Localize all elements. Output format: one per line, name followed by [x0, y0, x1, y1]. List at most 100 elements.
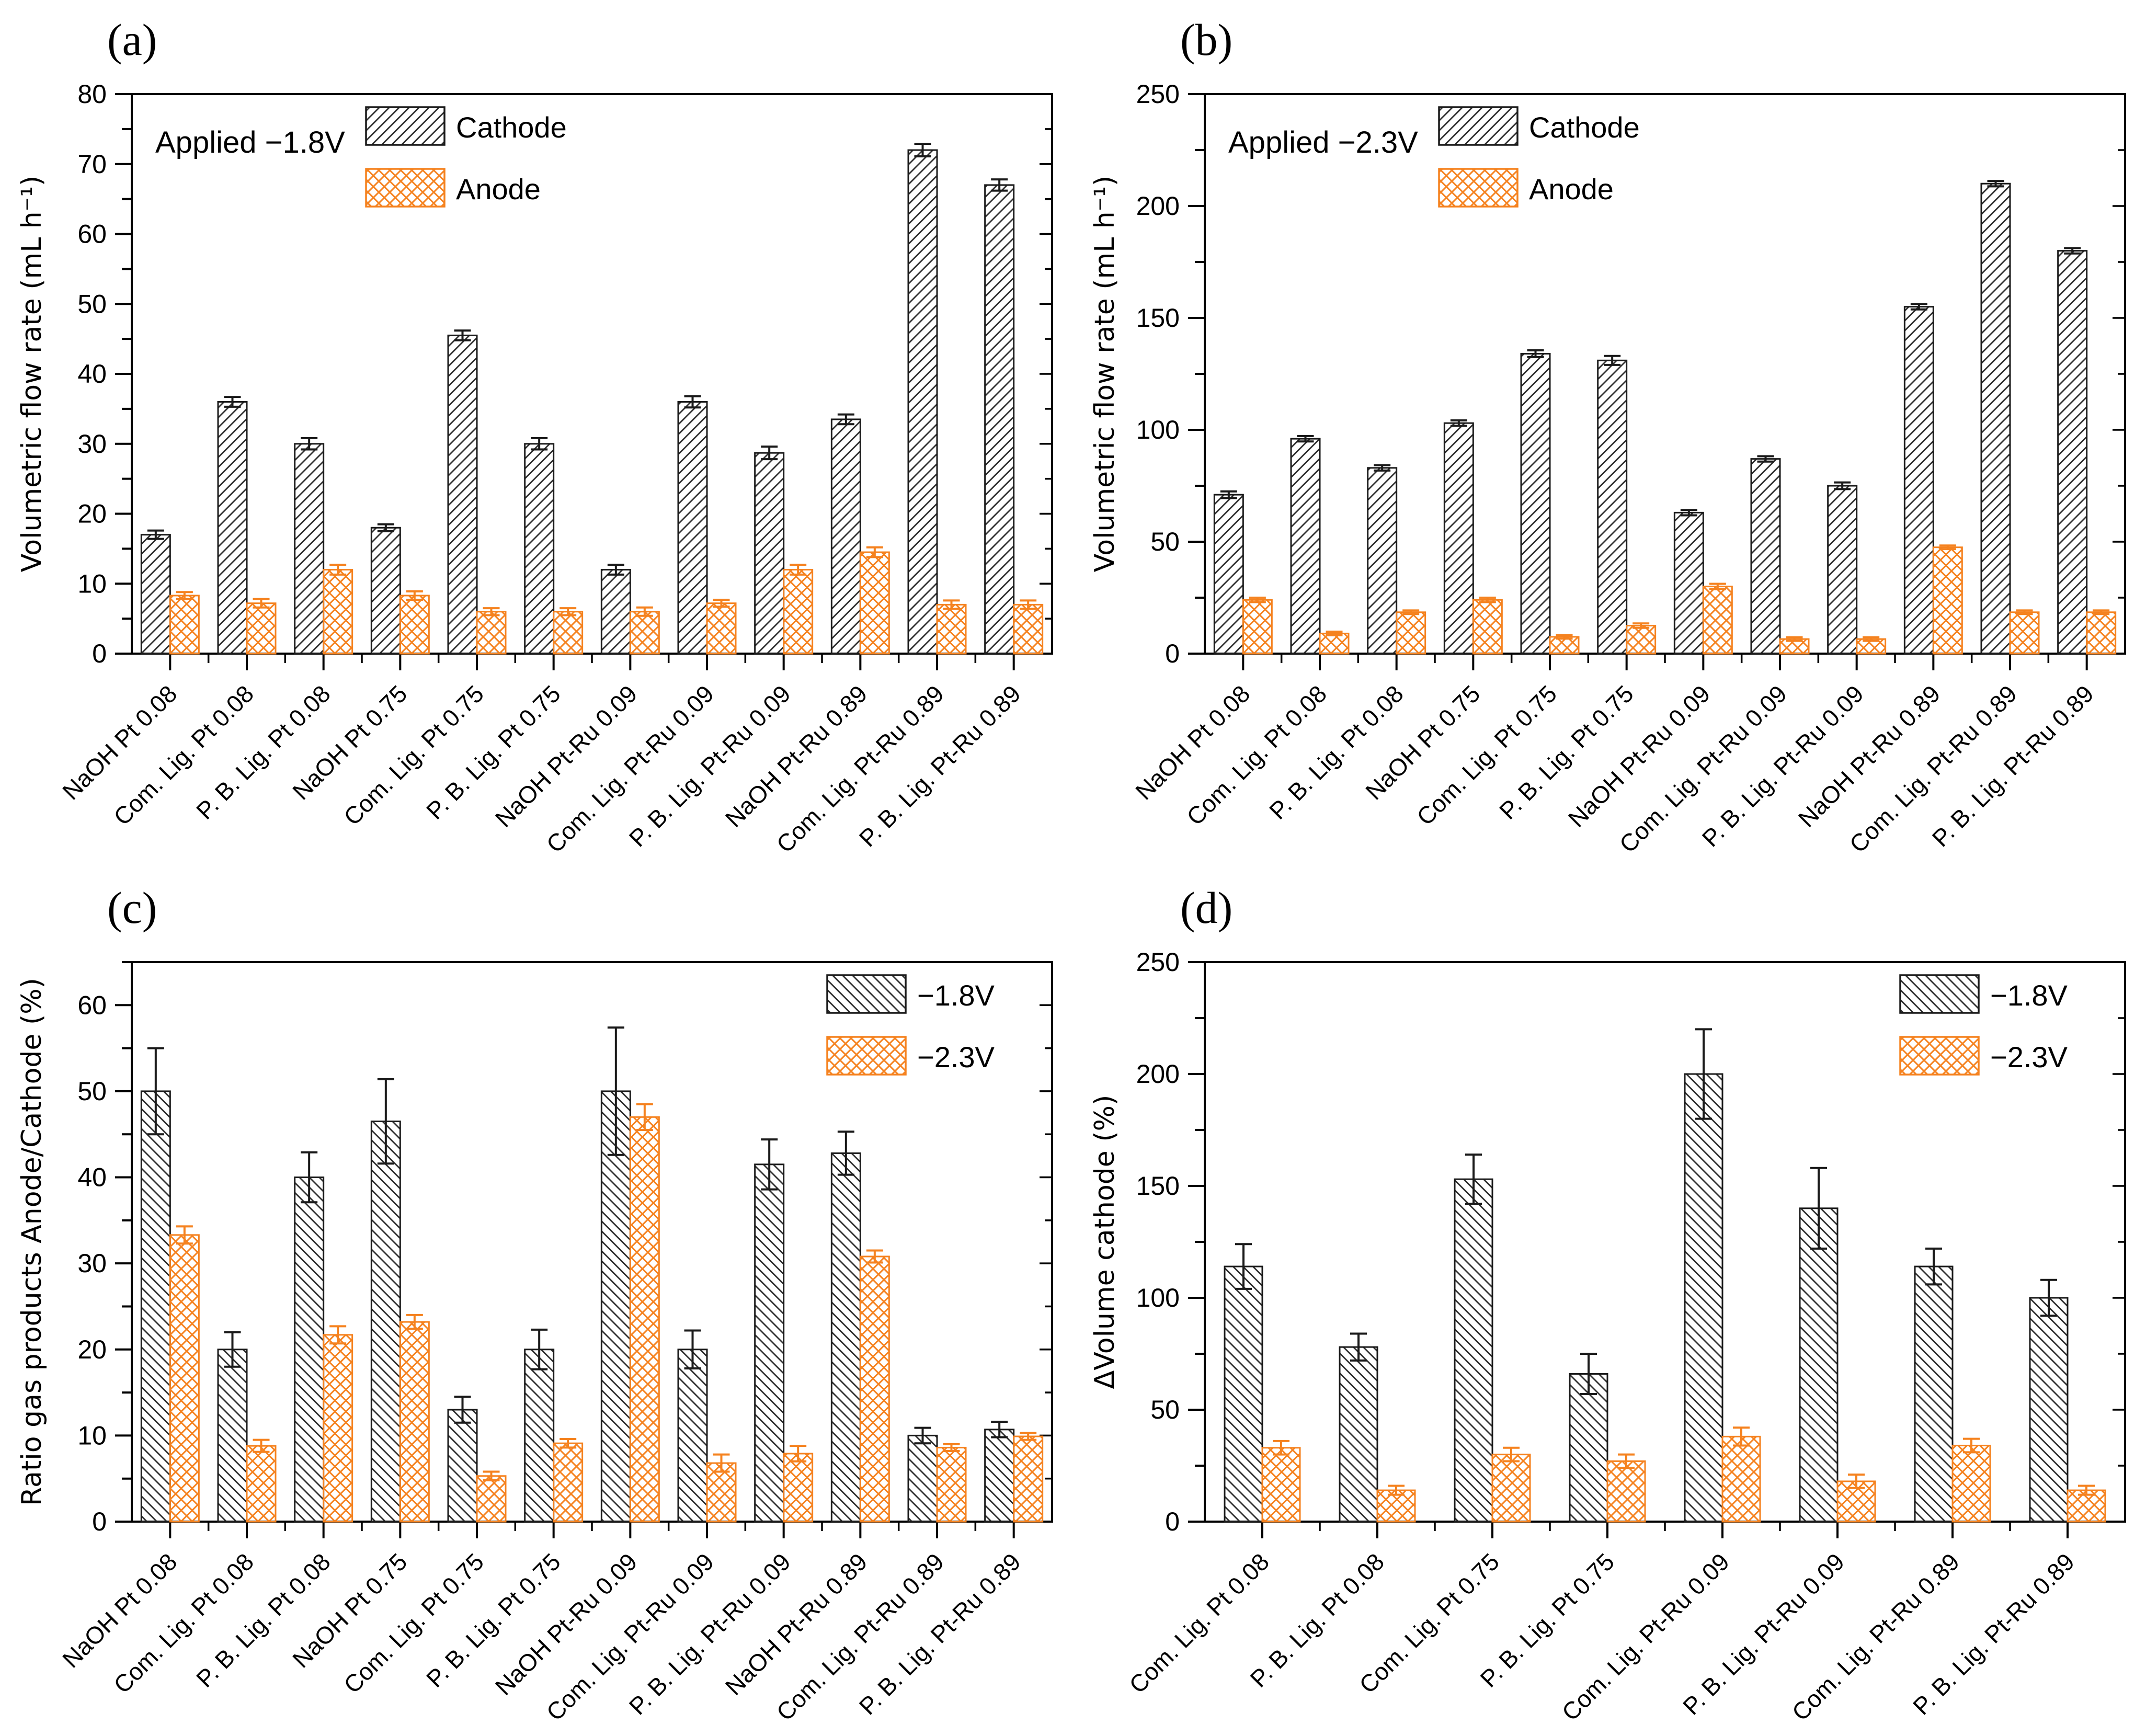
bar-2.3V-5 [553, 1442, 584, 1523]
chart-b: (b) 0 50 100 150 200 250 Volumetric flow rate (… [1089, 15, 2126, 858]
bar-Cathode-10 [907, 149, 938, 655]
bar-2.3V-9 [859, 1255, 890, 1523]
bar-Cathode-2 [294, 443, 325, 655]
bar-Cathode-11 [984, 184, 1015, 655]
bar-2.3V-1 [246, 1445, 277, 1523]
y-tick-label: 150 [1136, 1171, 1180, 1201]
bar-Anode-2 [1396, 611, 1426, 655]
category-label: P. B. Lig. Pt 0.75 [421, 680, 566, 825]
bar-1.8V-1 [217, 1349, 248, 1523]
bar-2.3V-10 [936, 1446, 967, 1523]
y-tick-label: 80 [77, 79, 107, 109]
bar-Cathode-8 [754, 452, 785, 655]
bar-Anode-11 [2086, 611, 2117, 655]
chart-a: (a) 0 10 20 30 40 50 60 70 80 Volumetric flow rate… [16, 15, 1053, 858]
bar-Cathode-5 [524, 443, 555, 655]
bar-Cathode-0 [1213, 494, 1244, 655]
panel-b: (b) 0 50 100 150 200 250 Volumetric flow rate (… [1073, 0, 2146, 868]
legend-swatch-series2 [1899, 1036, 1980, 1076]
chart-c: (c) 0 10 20 30 40 50 60 Ratio gas products Anode… [16, 883, 1053, 1726]
y-tick-label: 20 [77, 1335, 107, 1364]
legend-label-0: −1.8V [1990, 979, 2068, 1012]
bar-Anode-10 [936, 603, 967, 655]
panel-d: (d) 0 50 100 150 200 250 ΔVolume cathode (%) Com… [1073, 868, 2146, 1736]
category-label: P. B. Lig. Pt 0.08 [191, 680, 336, 825]
y-tick-label: 200 [1136, 191, 1180, 221]
bar-1.8V-0 [140, 1090, 171, 1523]
bar-Cathode-11 [2057, 250, 2088, 655]
panel-letter-b: (b) [1180, 15, 1232, 65]
bar-Cathode-7 [677, 401, 708, 655]
bar-Anode-9 [859, 551, 890, 655]
legend-label-0: −1.8V [917, 979, 995, 1012]
y-tick-label: 0 [1165, 639, 1180, 668]
y-axis-title: ΔVolume cathode (%) [1089, 1095, 1121, 1389]
bar-Cathode-1 [1290, 438, 1321, 655]
legend-swatch-series1 [365, 106, 446, 146]
bar-Anode-3 [399, 595, 430, 655]
legend-swatch-series2 [365, 168, 446, 208]
bar-Cathode-6 [600, 569, 631, 655]
bar-Cathode-10 [1980, 182, 2011, 655]
bar-Cathode-7 [1750, 458, 1781, 655]
bar-Cathode-2 [1367, 467, 1398, 655]
legend-swatch-series1 [1438, 106, 1519, 146]
legend-label-0: Cathode [1529, 111, 1640, 144]
y-tick-label: 70 [77, 150, 107, 179]
bar-Anode-0 [1242, 599, 1273, 655]
y-tick-label: 100 [1136, 1283, 1180, 1312]
bar-Anode-7 [706, 602, 737, 655]
bar-Cathode-5 [1597, 359, 1628, 655]
bar-1.8V-1 [1339, 1346, 1378, 1523]
bar-2.3V-3 [1606, 1460, 1646, 1523]
bar-Anode-5 [553, 611, 584, 655]
bar-Anode-9 [1932, 546, 1963, 655]
bar-Cathode-4 [1520, 352, 1551, 655]
legend-swatch-series1 [1899, 974, 1980, 1014]
y-tick-label: 40 [77, 359, 107, 389]
y-tick-label: 50 [77, 289, 107, 318]
bar-2.3V-11 [1013, 1435, 1044, 1523]
bar-Cathode-9 [830, 418, 861, 655]
bar-1.8V-11 [984, 1429, 1015, 1523]
bar-1.8V-0 [1224, 1265, 1263, 1523]
bar-1.8V-5 [1799, 1207, 1839, 1523]
category-label: P. B. Lig. Pt 0.75 [1494, 680, 1639, 825]
bar-Cathode-9 [1903, 306, 1934, 655]
legend-swatch-series1 [826, 974, 907, 1014]
bar-1.8V-2 [1454, 1178, 1493, 1523]
category-label: NaOH Pt-Ru 0.89 [720, 1548, 873, 1700]
y-tick-label: 250 [1136, 947, 1180, 977]
bar-2.3V-0 [169, 1234, 200, 1523]
bar-1.8V-10 [907, 1434, 938, 1523]
bar-2.3V-4 [476, 1475, 507, 1523]
y-tick-label: 60 [77, 220, 107, 249]
bar-Anode-2 [323, 569, 353, 655]
bar-Anode-10 [2009, 611, 2040, 655]
bar-Anode-1 [1319, 632, 1350, 655]
bar-Anode-8 [783, 569, 814, 655]
y-tick-label: 250 [1136, 79, 1180, 109]
legend-label-1: Anode [1529, 173, 1614, 205]
y-tick-label: 0 [92, 639, 107, 668]
bar-1.8V-4 [1684, 1073, 1723, 1523]
bar-Cathode-6 [1673, 511, 1704, 655]
bar-Cathode-4 [447, 334, 478, 655]
y-tick-label: 100 [1136, 415, 1180, 444]
bar-1.8V-2 [294, 1177, 325, 1523]
y-tick-label: 50 [1150, 527, 1180, 556]
panel-letter-d: (d) [1180, 883, 1232, 933]
y-axis-title: Volumetric flow rate (mL h⁻¹) [16, 176, 48, 573]
bar-Anode-1 [246, 602, 277, 655]
legend-label-1: −2.3V [1990, 1041, 2068, 1073]
bar-1.8V-9 [830, 1152, 861, 1523]
category-label: P. B. Lig. Pt 0.08 [1264, 680, 1409, 825]
bar-2.3V-0 [1261, 1447, 1301, 1523]
annotation-b: Applied −2.3V [1228, 125, 1418, 159]
bar-1.8V-5 [524, 1349, 555, 1523]
category-label: Com. Lig. Pt 0.08 [1181, 680, 1332, 830]
bar-Anode-6 [1702, 586, 1733, 655]
category-label: NaOH Pt-Ru 0.09 [1563, 680, 1716, 832]
bar-Anode-3 [1472, 599, 1503, 655]
